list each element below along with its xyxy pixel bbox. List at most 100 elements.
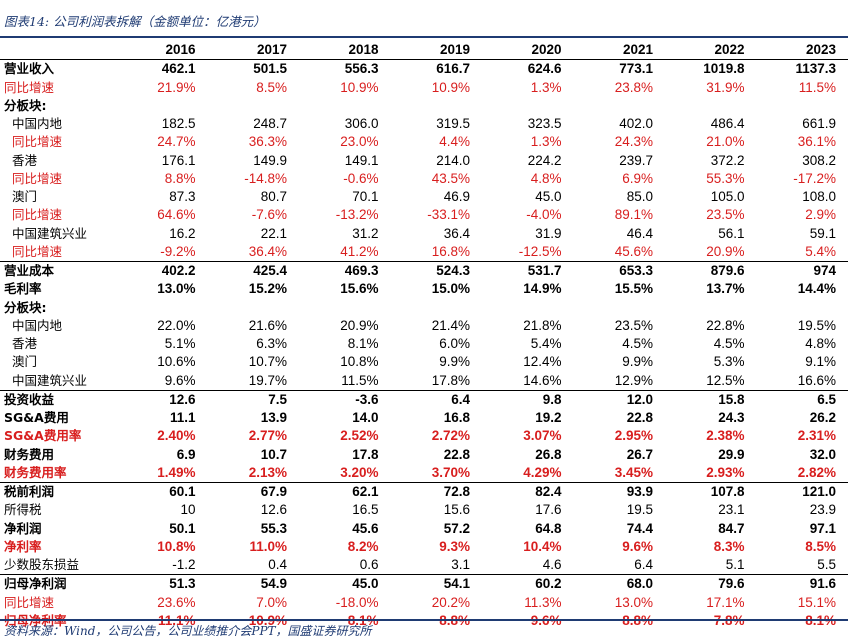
value-cell: 15.2% bbox=[248, 281, 287, 297]
value-cell: 4.6 bbox=[482, 556, 574, 576]
value-cell: 9.6% bbox=[482, 612, 574, 630]
value-cell: 8.8% bbox=[391, 612, 483, 630]
value-cell: 23.9 bbox=[809, 502, 836, 518]
value-cell: 17.8 bbox=[352, 446, 379, 462]
value-cell: 93.9 bbox=[626, 484, 653, 500]
row-label: 澳门 bbox=[12, 189, 38, 205]
value-cell: 19.7% bbox=[207, 371, 299, 391]
value-cell: 20.2% bbox=[431, 594, 470, 610]
value-cell: 14.9% bbox=[523, 281, 562, 297]
value-cell: 0.6 bbox=[299, 556, 391, 576]
value-cell: 22.8 bbox=[443, 446, 470, 462]
table-row: 财务费用率 1.49% 2.13% 3.20% 3.70% 4.29% 3.45% 2.93%… bbox=[0, 463, 848, 483]
value-cell: 46.9 bbox=[443, 189, 470, 205]
value-cell: 1.49% bbox=[116, 463, 208, 483]
value-cell: 105.0 bbox=[710, 189, 745, 205]
value-cell: 22.8% bbox=[706, 317, 745, 333]
value-cell: 2.77% bbox=[248, 428, 287, 444]
value-cell: 4.8% bbox=[805, 336, 836, 352]
value-cell: 14.0 bbox=[352, 410, 379, 426]
value-cell: 82.4 bbox=[535, 484, 562, 500]
value-cell bbox=[208, 97, 300, 115]
value-cell: 149.1 bbox=[344, 152, 379, 168]
value-cell bbox=[665, 299, 757, 317]
value-cell: 91.6 bbox=[809, 576, 836, 592]
value-cell bbox=[391, 97, 483, 115]
row-label: 营业成本 bbox=[4, 263, 55, 279]
value-cell: 10.4% bbox=[523, 538, 562, 554]
value-cell: 36.1% bbox=[797, 134, 836, 150]
value-cell: 12.5% bbox=[665, 371, 757, 391]
source-note: 资料来源：Wind，公司公告，公司业绩推介会PPT，国盛证券研究所 bbox=[4, 624, 372, 638]
value-cell: 214.0 bbox=[436, 152, 470, 168]
table-row: 中国建筑兴业 9.6% 19.7% 11.5% 17.8% 14.6% 12.9% 12.5%… bbox=[0, 371, 848, 391]
value-cell: 1019.8 bbox=[703, 61, 745, 77]
table-row: 香港 176.1 149.9 149.1 214.0 224.2 239.7 372.2 308… bbox=[0, 152, 848, 170]
value-cell: 17.1% bbox=[706, 594, 745, 610]
value-cell: 176.1 bbox=[161, 152, 196, 168]
value-cell: 8.5% bbox=[805, 538, 836, 554]
value-cell: 0.4 bbox=[207, 556, 299, 576]
value-cell: 31.9% bbox=[706, 79, 745, 95]
value-cell: -12.5% bbox=[482, 242, 574, 262]
year-header: 2016 bbox=[116, 41, 208, 61]
value-cell: -0.6% bbox=[343, 170, 379, 186]
value-cell: 624.6 bbox=[527, 61, 562, 77]
value-cell: 9.8 bbox=[542, 391, 562, 407]
value-cell: 23.8% bbox=[614, 79, 653, 95]
value-cell: 8.2% bbox=[347, 538, 379, 554]
table-row: 归母净利润 51.3 54.9 45.0 54.1 60.2 68.0 79.6 91.6 bbox=[0, 575, 848, 594]
value-cell: 54.1 bbox=[443, 576, 470, 592]
header-row: 2016 2017 2018 2019 2020 2021 2022 2023 bbox=[0, 41, 848, 61]
row-label: 同比增速 bbox=[12, 170, 63, 186]
value-cell: 11.1 bbox=[169, 410, 196, 426]
value-cell: 7.5 bbox=[268, 391, 287, 407]
value-cell: 11.5% bbox=[299, 371, 391, 391]
value-cell bbox=[665, 97, 757, 115]
row-label: 同比增速 bbox=[12, 134, 63, 150]
value-cell: 5.1% bbox=[164, 336, 196, 352]
value-cell: 15.5% bbox=[614, 281, 653, 297]
value-cell: 239.7 bbox=[619, 152, 653, 168]
value-cell: 89.1% bbox=[614, 207, 653, 223]
row-label: 中国内地 bbox=[12, 317, 63, 333]
value-cell: 57.2 bbox=[443, 520, 470, 536]
value-cell: 74.4 bbox=[626, 520, 653, 536]
value-cell: 21.0% bbox=[706, 134, 745, 150]
value-cell: 402.0 bbox=[619, 116, 653, 132]
value-cell: 879.6 bbox=[710, 263, 745, 279]
value-cell: 3.70% bbox=[390, 463, 482, 483]
income-statement-table: 2016 2017 2018 2019 2020 2021 2022 2023 … bbox=[0, 41, 848, 630]
figure-title: 图表14: 公司利润表拆解（金额单位：亿港元） bbox=[4, 14, 266, 29]
value-cell: 4.8% bbox=[530, 170, 562, 186]
value-cell: 5.4% bbox=[756, 242, 848, 262]
value-cell: 12.6 bbox=[169, 391, 196, 407]
value-cell: 67.9 bbox=[260, 484, 287, 500]
value-cell: 12.4% bbox=[523, 354, 562, 370]
value-cell: 9.6% bbox=[116, 371, 208, 391]
value-cell: 21.6% bbox=[248, 317, 287, 333]
value-cell: 4.29% bbox=[482, 463, 574, 483]
value-cell: 23.1 bbox=[718, 502, 745, 518]
value-cell: 10.9% bbox=[431, 79, 470, 95]
value-cell: 54.9 bbox=[260, 576, 287, 592]
value-cell: 23.5% bbox=[614, 317, 653, 333]
value-cell: 15.8 bbox=[718, 391, 745, 407]
value-cell: 68.0 bbox=[626, 576, 653, 592]
table-row: 同比增速 64.6% -7.6% -13.2% -33.1% -4.0% 89.1% 23.5… bbox=[0, 206, 848, 224]
table-row: 同比增速 24.7% 36.3% 23.0% 4.4% 1.3% 24.3% 21.0% 36.… bbox=[0, 133, 848, 151]
value-cell: 3.45% bbox=[573, 463, 665, 483]
table-row: 中国内地 22.0% 21.6% 20.9% 21.4% 21.8% 23.5% 22.8% 1… bbox=[0, 317, 848, 335]
row-label: 中国建筑兴业 bbox=[0, 371, 116, 391]
value-cell: -7.6% bbox=[251, 207, 287, 223]
value-cell: 3.1 bbox=[390, 556, 482, 576]
value-cell: 22.1 bbox=[260, 225, 287, 241]
value-cell: 248.7 bbox=[253, 116, 287, 132]
value-cell: 41.2% bbox=[299, 242, 391, 262]
value-cell bbox=[116, 97, 208, 115]
value-cell: 70.1 bbox=[352, 189, 379, 205]
value-cell: 10.8% bbox=[340, 354, 379, 370]
value-cell: 10 bbox=[180, 502, 196, 518]
value-cell: 45.0 bbox=[535, 189, 562, 205]
value-cell: 60.2 bbox=[535, 576, 562, 592]
